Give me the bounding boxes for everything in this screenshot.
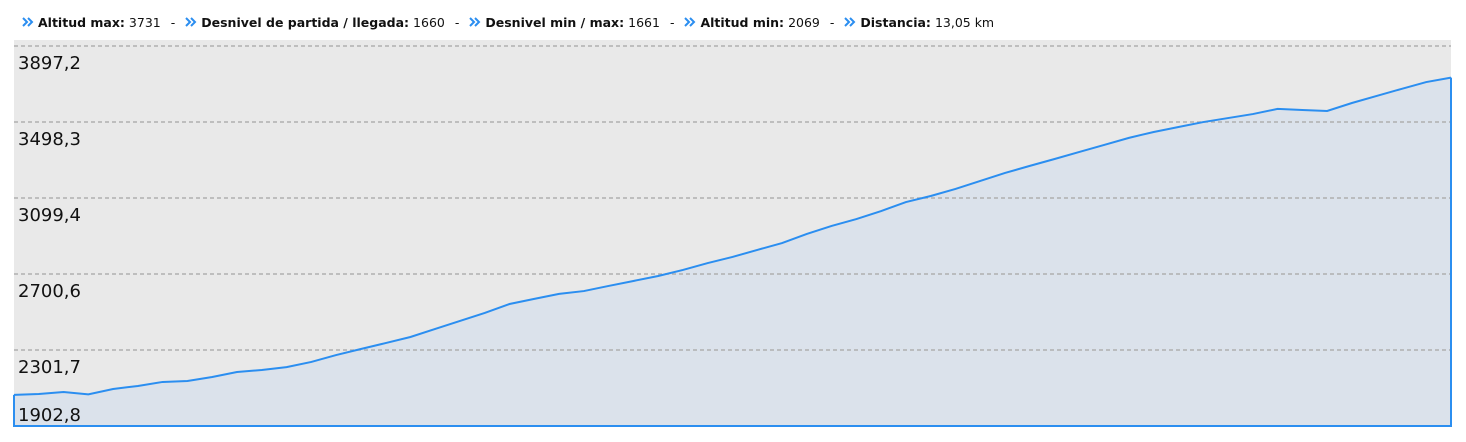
stat-value: 2069: [788, 14, 820, 30]
y-tick-label: 3897,2: [18, 53, 81, 74]
chevron-shape: [469, 17, 481, 27]
stat-value: 13,05 km: [934, 14, 995, 30]
area-fill: [14, 77, 1451, 427]
stat-label: Distancia:: [860, 14, 931, 30]
y-tick-label: 2301,7: [18, 357, 81, 378]
chevron-icon: [185, 17, 197, 27]
separator: -: [170, 14, 176, 30]
chevron-shape: [844, 17, 856, 27]
chevron-icon: [684, 17, 696, 27]
stat-item: Desnivel de partida / llegada: 1660: [185, 15, 445, 30]
stat-label: Desnivel de partida / llegada:: [201, 14, 410, 30]
separator: -: [829, 14, 835, 30]
chevron-shape: [185, 17, 197, 27]
y-tick-label: 3099,4: [18, 205, 81, 226]
stat-value: 3731: [128, 14, 161, 30]
stats-bar: Altitud max: 3731- Desnivel de partida / l…: [22, 12, 994, 32]
chevron-icon: [469, 17, 481, 27]
stat-label: Altitud min:: [700, 14, 785, 30]
chevron-icon: [22, 17, 34, 27]
stat-label: Altitud max:: [38, 14, 125, 30]
stat-value: 1661: [628, 14, 660, 30]
stat-value: 1660: [413, 14, 445, 30]
chevron-shape: [684, 17, 696, 27]
separator: -: [454, 14, 460, 30]
stat-item: Distancia: 13,05 km: [844, 15, 994, 30]
y-tick-label: 1902,8: [18, 405, 81, 426]
y-tick-label: 3498,3: [18, 129, 81, 150]
separator: -: [669, 14, 675, 30]
area-outline: [13, 77, 1452, 427]
stat-item: Desnivel min / max: 1661: [469, 15, 660, 30]
stat-item: Altitud max: 3731: [22, 15, 161, 30]
chevron-shape: [22, 17, 34, 27]
chevron-icon: [844, 17, 856, 27]
stat-label: Desnivel min / max:: [485, 14, 625, 30]
y-tick-label: 2700,6: [18, 281, 81, 302]
elevation-line: [13, 76, 1452, 396]
stat-item: Altitud min: 2069: [684, 14, 820, 30]
